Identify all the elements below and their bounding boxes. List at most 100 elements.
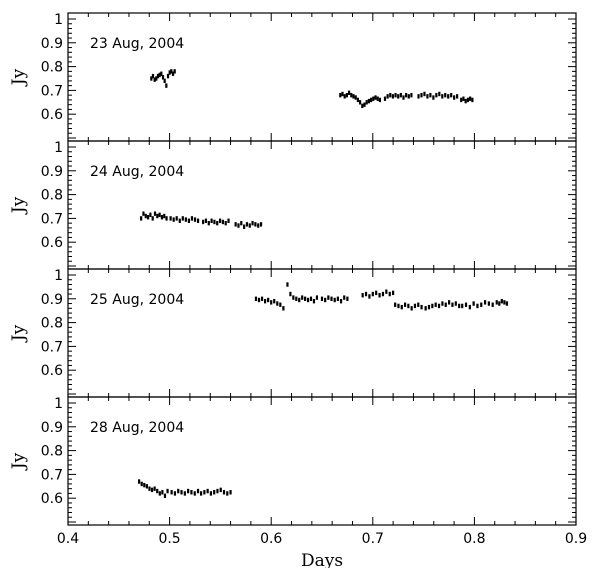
- data-point: [417, 302, 420, 307]
- data-point: [394, 302, 397, 307]
- panel-4: 1 0.9 0.8 0.7 0.6 Jy 28 Aug, 2004 0.4 0.5 0.6 0.7 0…: [9, 396, 587, 547]
- panel-date-label: 28 Aug, 2004: [90, 420, 184, 436]
- data-point: [461, 303, 464, 309]
- data-point: [209, 491, 213, 496]
- data-point: [193, 217, 197, 222]
- y-tick-label: 1: [54, 12, 63, 28]
- data-point: [392, 290, 395, 296]
- data-point: [361, 293, 364, 298]
- data-point: [163, 213, 166, 219]
- data-point: [417, 94, 420, 99]
- x-axis-label: Days: [301, 551, 343, 568]
- data-point: [483, 300, 487, 305]
- data-point: [169, 216, 172, 221]
- y-axis-label: Jy: [9, 196, 29, 215]
- data-point: [165, 83, 168, 88]
- data-point: [386, 94, 389, 99]
- data-point: [224, 220, 227, 226]
- panel-frame: [67, 12, 577, 142]
- data-point: [437, 303, 441, 309]
- data-point: [383, 96, 387, 101]
- data-point: [491, 302, 494, 307]
- data-point: [151, 216, 154, 221]
- data-point: [480, 302, 483, 307]
- y-axis-label: Jy: [9, 452, 29, 471]
- data-point: [153, 77, 156, 82]
- data-point: [469, 96, 472, 101]
- data-point: [309, 296, 313, 301]
- data-point: [170, 69, 173, 74]
- y-tick-label: 1: [54, 268, 63, 284]
- data-point: [183, 491, 186, 496]
- data-point: [257, 297, 261, 303]
- data-point: [289, 291, 292, 297]
- data-point: [148, 486, 151, 491]
- data-point: [168, 70, 171, 75]
- y-tick-label: 0.8: [41, 316, 63, 332]
- data-point: [444, 92, 447, 98]
- data-point: [180, 490, 183, 495]
- data-point: [156, 73, 160, 79]
- data-point: [464, 98, 467, 104]
- y-tick-label: 0.7: [41, 83, 63, 99]
- y-tick-label: 0.9: [41, 292, 63, 308]
- data-point: [320, 296, 324, 301]
- data-point: [140, 216, 143, 221]
- data-point: [153, 486, 156, 491]
- panel-3: 1 0.9 0.8 0.7 0.6 Jy 25 Aug, 2004: [9, 268, 577, 398]
- data-point: [359, 100, 362, 105]
- data-point: [341, 91, 344, 97]
- data-point: [153, 211, 157, 216]
- data-point: [181, 216, 184, 221]
- data-point: [190, 490, 193, 495]
- y-tick-label: 0.7: [41, 467, 63, 483]
- data-point: [165, 216, 168, 221]
- data-point: [245, 222, 249, 227]
- data-point: [453, 95, 456, 100]
- data-point: [345, 92, 348, 98]
- data-point: [350, 92, 353, 98]
- panel-date-label: 24 Aug, 2004: [90, 164, 184, 180]
- panel-date-label: 23 Aug, 2004: [90, 36, 184, 52]
- data-point: [222, 490, 226, 495]
- data-point: [500, 298, 503, 304]
- data-point: [203, 490, 206, 495]
- data-point: [140, 481, 143, 487]
- data-point: [372, 96, 375, 101]
- data-point: [434, 302, 437, 307]
- panel-frame: [67, 396, 577, 526]
- data-point: [292, 295, 295, 300]
- data-point: [495, 300, 498, 305]
- data-point: [227, 218, 230, 223]
- data-point: [260, 296, 264, 301]
- y-tick-label: 0.9: [41, 420, 63, 436]
- data-point: [365, 100, 368, 105]
- data-point: [243, 224, 246, 229]
- data-point: [441, 94, 444, 99]
- data-point: [361, 103, 364, 109]
- y-tick-label: 0.6: [41, 107, 63, 123]
- data-point: [273, 298, 276, 304]
- data-point: [385, 289, 388, 294]
- x-tick-label: 0.9: [565, 531, 587, 547]
- data-point: [413, 303, 417, 309]
- data-point: [420, 304, 423, 310]
- data-point: [301, 295, 304, 300]
- data-point: [346, 296, 349, 301]
- y-tick-label: 0.8: [41, 188, 63, 204]
- data-point: [286, 282, 289, 287]
- data-point: [264, 298, 267, 304]
- data-point: [432, 95, 435, 100]
- data-point: [216, 488, 219, 494]
- data-point: [204, 218, 208, 223]
- data-point: [234, 222, 237, 227]
- data-point: [163, 78, 166, 84]
- data-point: [213, 219, 216, 225]
- data-point: [464, 302, 468, 307]
- data-point: [173, 69, 176, 74]
- panels-group: 1 0.9 0.8 0.7 0.6 Jy 23 Aug, 2004 1 0.9 0.8 0.7 0.6…: [9, 12, 587, 547]
- data-point: [229, 490, 232, 495]
- x-tick-label: 0.4: [57, 531, 79, 547]
- data-point: [410, 306, 413, 311]
